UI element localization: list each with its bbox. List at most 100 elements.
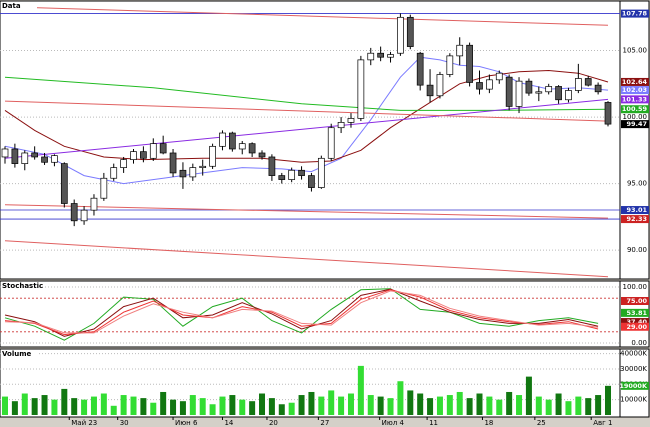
volume-bar: [328, 390, 335, 415]
volume-bar: [308, 391, 315, 415]
volume-bar: [605, 385, 611, 415]
y-tick-label: 100.00: [623, 113, 648, 121]
candle-body: [100, 177, 108, 199]
candle-body: [337, 122, 345, 129]
volume-bar: [140, 398, 147, 415]
x-tick-label: 18: [484, 419, 493, 427]
y-tick-label: 10000K: [620, 396, 647, 404]
volume-bar: [31, 398, 38, 415]
candle-body: [565, 90, 572, 101]
candle-body: [248, 143, 256, 154]
overlay-line: [4, 204, 609, 219]
candle-body: [209, 145, 216, 167]
price-tag-label: 75.00: [626, 297, 647, 305]
price-tag: [621, 308, 649, 317]
candle-body: [406, 16, 414, 47]
candle-body: [268, 156, 276, 176]
volume-bar: [189, 395, 196, 415]
candle-body: [278, 175, 286, 180]
y-tick-label: 0.00: [631, 339, 647, 347]
x-tick-label: 20: [269, 419, 278, 427]
x-tick-label: Май 23: [71, 419, 97, 427]
candle-body: [446, 55, 454, 75]
volume-bar: [160, 391, 167, 415]
candle-body: [298, 169, 305, 176]
candle-body: [515, 80, 523, 107]
candle-body: [189, 167, 197, 178]
x-tick-label: 14: [224, 419, 233, 427]
candle-body: [120, 159, 127, 168]
stochastic-line: [4, 289, 599, 336]
candle-body: [70, 203, 78, 222]
x-tick-label: 11: [429, 419, 438, 427]
price-tag: [621, 215, 649, 224]
candle-body: [130, 151, 137, 160]
volume-bar: [11, 401, 18, 415]
volume-bar: [71, 398, 78, 415]
candle-body: [199, 165, 207, 168]
candle-body: [416, 52, 424, 86]
x-tick-label: Авг 1: [593, 419, 612, 427]
candle-body: [179, 169, 187, 178]
volume-bar: [387, 398, 394, 415]
x-tick-label: 27: [320, 419, 329, 427]
volume-bar: [476, 393, 483, 415]
price-tag-label: 99.47: [626, 120, 647, 128]
volume-bar: [229, 395, 236, 415]
candle-body: [90, 197, 98, 211]
candle-body: [31, 152, 39, 158]
candle-body: [495, 72, 503, 81]
volume-bar: [506, 391, 513, 415]
candle-body: [456, 44, 464, 57]
volume-bar: [61, 388, 68, 415]
panel-title: Stochastic: [2, 282, 43, 290]
axis-panel: [619, 0, 650, 280]
y-tick-label: 95.00: [627, 180, 647, 188]
candle-body: [219, 132, 226, 147]
volume-bar: [288, 402, 295, 415]
candle-body: [545, 86, 553, 93]
price-tag: [621, 206, 649, 215]
panel: [0, 0, 621, 280]
candle-body: [308, 175, 315, 188]
stochastic-line: [4, 290, 599, 334]
y-tick-label: 30000K: [620, 365, 647, 373]
volume-bar: [239, 399, 246, 415]
y-tick-label: 100.00: [623, 283, 648, 291]
overlay-line: [4, 76, 609, 111]
volume-bar: [516, 395, 523, 415]
candle-body: [229, 132, 236, 150]
volume-bar: [259, 393, 266, 415]
x-tick-label: Июн 6: [175, 419, 198, 427]
volume-bar: [199, 398, 206, 415]
candle-body: [238, 143, 246, 150]
volume-bar: [555, 393, 562, 415]
candle-body: [51, 155, 58, 163]
volume-bar: [249, 401, 256, 415]
volume-bar: [565, 401, 572, 415]
candle-body: [525, 80, 533, 94]
candle-body: [149, 143, 157, 159]
candle-body: [555, 86, 562, 101]
volume-bar: [268, 398, 275, 415]
candle-body: [347, 118, 355, 123]
overlay-line: [4, 100, 609, 122]
price-tag-label: 92.33: [626, 215, 647, 223]
candle-body: [574, 78, 582, 91]
y-tick-label: 40000K: [620, 350, 647, 358]
volume-bar: [535, 396, 542, 415]
volume-bar: [298, 395, 305, 415]
candle-body: [317, 157, 325, 188]
candle-body: [1, 148, 9, 158]
panel-title-bg: [1, 282, 37, 290]
candle-body: [486, 79, 493, 90]
volume-bar: [575, 396, 582, 415]
volume-bar: [219, 396, 226, 415]
stochastic-line: [4, 288, 599, 337]
volume-bar: [120, 395, 127, 415]
candle-body: [41, 156, 48, 163]
price-tag-label: 29.00: [626, 323, 647, 331]
volume-bar: [170, 399, 177, 415]
volume-bar: [209, 404, 216, 415]
overlay-line: [4, 69, 609, 163]
